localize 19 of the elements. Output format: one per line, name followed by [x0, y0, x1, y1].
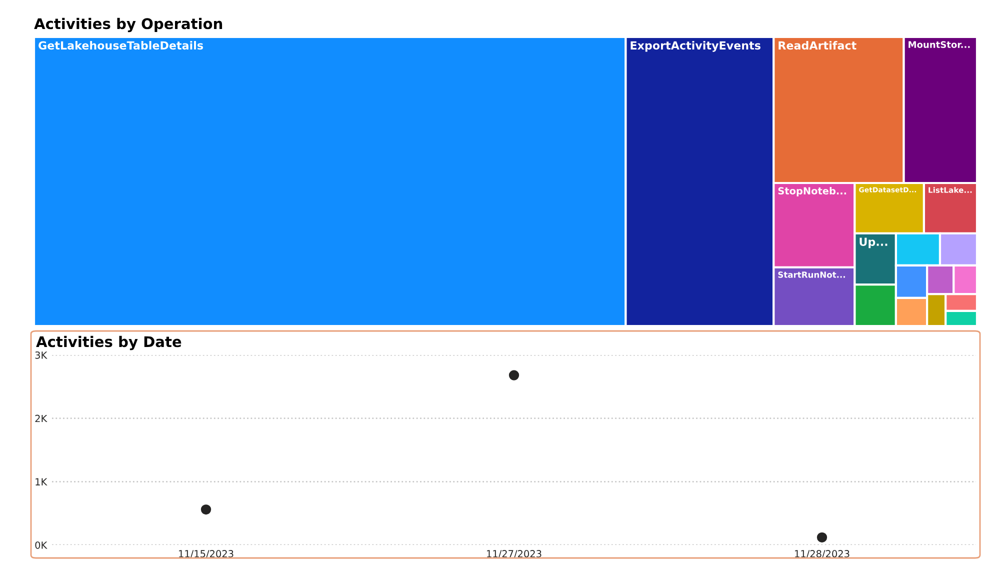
point	[816, 532, 828, 542]
chart-title: Activities by Date	[36, 336, 182, 350]
category-label: ExportActivityEvents	[630, 41, 760, 52]
category-label: StartRunNot...	[778, 272, 845, 278]
point	[200, 504, 212, 515]
y-tick-label: 2K	[35, 414, 48, 422]
category-label: StopNoteb...	[778, 186, 846, 196]
category-label: GetLakehouseTableDetails	[38, 41, 203, 50]
point	[508, 370, 520, 380]
category-label: ReadArtifact	[778, 41, 856, 50]
text: Activities by Operation	[34, 18, 222, 32]
x-tick-label: 11/27/2023	[487, 550, 542, 558]
y-tick-label: 3K	[35, 351, 48, 359]
x-tick-label: 11/28/2023	[795, 550, 850, 558]
x-tick-label: 11/15/2023	[179, 550, 234, 558]
y-tick-label: 1K	[36, 478, 48, 486]
category-label: MountStor...	[908, 41, 970, 48]
category-label: Up...	[860, 238, 888, 248]
y-tick-label: 0K	[35, 541, 48, 549]
